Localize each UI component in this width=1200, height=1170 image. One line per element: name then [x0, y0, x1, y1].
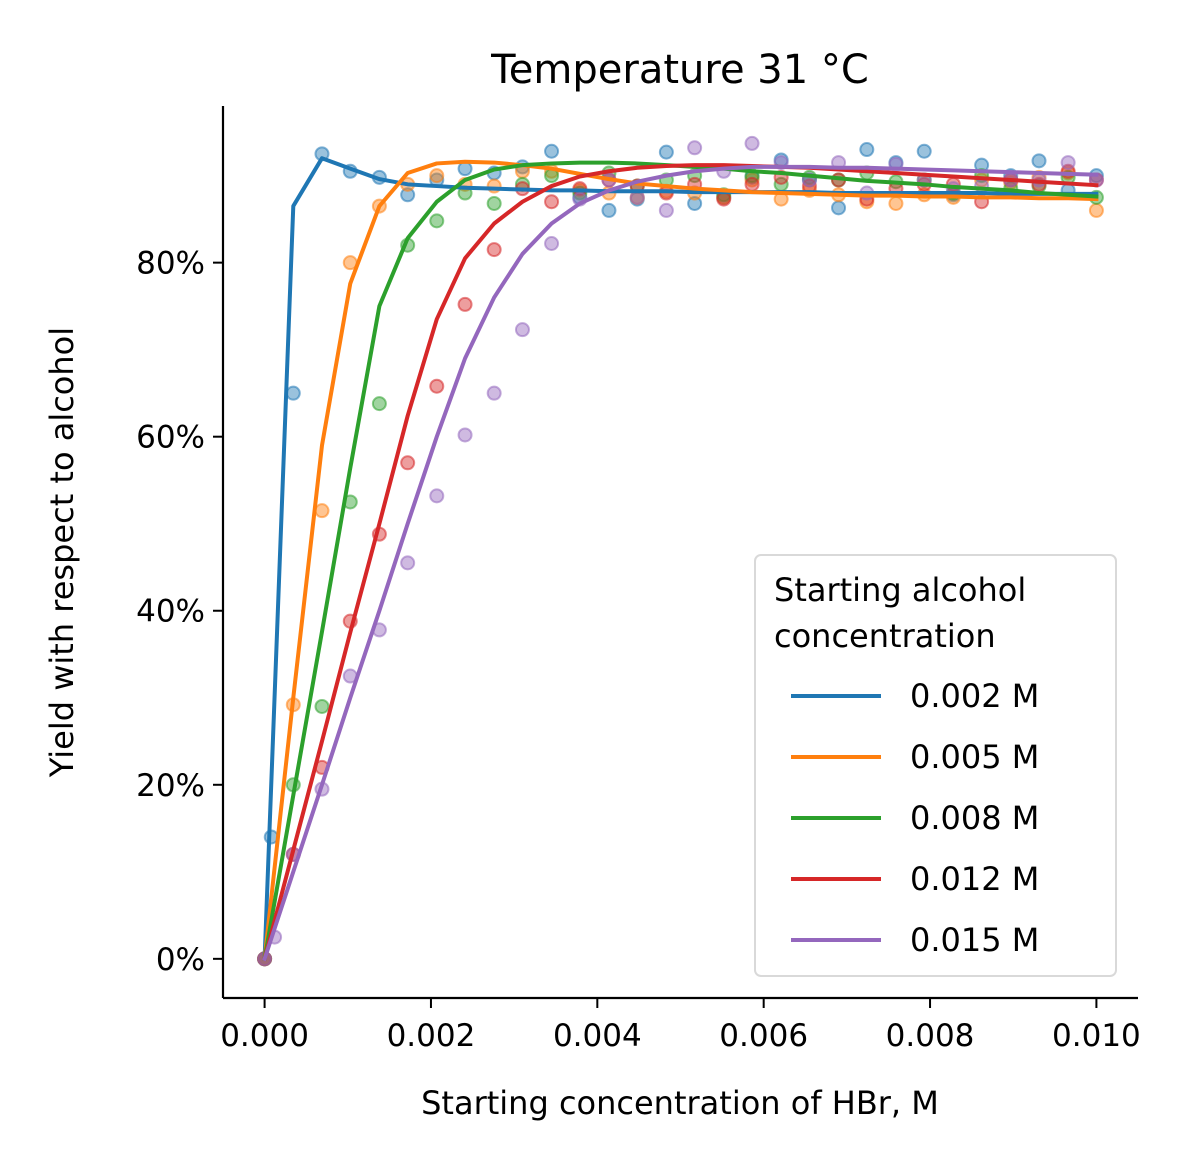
y-tick-label: 40% [136, 594, 205, 630]
observed-point-series-5 [429, 488, 445, 504]
x-tick-label: 0.004 [553, 1018, 642, 1054]
observed-point-series-1 [400, 187, 416, 203]
observed-point-series-2 [314, 503, 330, 519]
observed-point-series-1 [859, 142, 875, 158]
series-line-4 [262, 163, 1099, 962]
legend: Starting alcohol concentration 0.002 M 0.00… [754, 554, 1117, 977]
y-axis-label: Yield with respect to alcohol [43, 327, 81, 778]
legend-label: 0.015 M [910, 921, 1039, 959]
observed-point-series-1 [687, 195, 703, 211]
observed-point-series-4 [429, 378, 445, 394]
observed-point-series-3 [486, 195, 502, 211]
observed-point-series-1 [601, 202, 617, 218]
x-tick-label: 0.000 [220, 1018, 309, 1054]
observed-point-series-5 [1060, 155, 1076, 171]
chart-title: Temperature 31 °C [490, 47, 869, 93]
observed-point-series-3 [371, 396, 387, 412]
x-axis-label: Starting concentration of HBr, M [421, 1084, 939, 1122]
observed-point-series-1 [457, 161, 473, 177]
observed-point-series-2 [744, 172, 760, 188]
observed-point-series-5 [744, 135, 760, 151]
observed-point-series-4 [716, 191, 732, 207]
legend-label: 0.008 M [910, 799, 1039, 837]
y-tick-label: 80% [136, 246, 205, 282]
observed-point-series-1 [831, 200, 847, 216]
observed-point-series-5 [514, 322, 530, 338]
observed-point-series-2 [1088, 202, 1104, 218]
x-tick-label: 0.006 [719, 1018, 808, 1054]
legend-label: 0.012 M [910, 860, 1039, 898]
observed-point-series-5 [544, 235, 560, 251]
x-tick-label: 0.008 [886, 1018, 975, 1054]
legend-title: concentration [774, 617, 996, 655]
observed-point-series-4 [400, 455, 416, 471]
series-line-2 [262, 159, 1099, 962]
x-tick-label: 0.002 [387, 1018, 476, 1054]
legend-label: 0.002 M [910, 677, 1039, 715]
observed-point-series-2 [429, 168, 445, 184]
axes: 0.000 0.002 0.004 0.006 0.008 0.010 0% 20% 40% 60… [136, 106, 1141, 1054]
observed-point-series-3 [314, 698, 330, 714]
observed-point-series-2 [888, 195, 904, 211]
y-tick-label: 0% [156, 942, 205, 978]
series-line-1 [262, 156, 1099, 961]
observed-point-series-4 [457, 296, 473, 312]
observed-point-series-4 [486, 242, 502, 258]
legend-title: Starting alcohol [774, 571, 1026, 609]
observed-point-series-1 [285, 385, 301, 401]
series-line-5 [262, 164, 1099, 962]
y-tick-label: 20% [136, 768, 205, 804]
legend-box [754, 554, 1117, 977]
observed-point-series-5 [687, 140, 703, 156]
observed-point-series-5 [457, 427, 473, 443]
legend-label: 0.005 M [910, 738, 1039, 776]
observed-point-series-4 [544, 194, 560, 210]
observed-point-series-1 [658, 144, 674, 160]
observed-point-series-1 [916, 143, 932, 159]
observed-point-series-5 [486, 385, 502, 401]
observed-point-series-4 [744, 176, 760, 192]
observed-point-series-3 [429, 213, 445, 229]
y-tick-label: 60% [136, 420, 205, 456]
observed-point-series-1 [1031, 153, 1047, 169]
x-tick-label: 0.010 [1052, 1018, 1141, 1054]
observed-point-series-5 [658, 202, 674, 218]
observed-point-series-1 [544, 143, 560, 159]
observed-point-series-5 [400, 555, 416, 571]
